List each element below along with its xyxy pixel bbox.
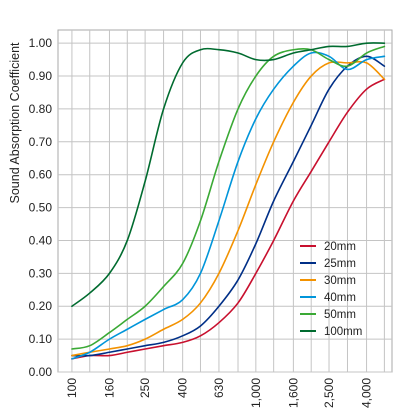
x-tick-label: 4,000 [360,378,374,408]
x-tick-label: 250 [138,378,152,398]
x-tick-label: 630 [212,378,226,398]
y-tick-label: 0.40 [29,233,53,247]
series-lines [71,42,386,360]
grid [57,29,393,373]
series-line-20mm [71,78,386,360]
x-tick-label: 400 [176,378,190,398]
y-tick-label: 0.90 [29,69,53,83]
series-line-50mm [71,45,386,350]
legend-label: 100mm [324,326,362,338]
y-tick-label: 0.20 [29,299,53,313]
x-tick-label: 1,600 [286,378,300,408]
legend-label: 20mm [324,241,356,253]
y-tick-label: 0.50 [29,201,53,215]
series-line-25mm [71,55,386,357]
x-tick-label: 160 [102,378,116,398]
axis-ticks: 0.00 0.10 0.20 0.30 0.40 0.50 0.60 0.70 0.80 0.90… [29,36,374,408]
x-tick-label: 1,000 [249,378,263,408]
y-tick-label: 0.00 [29,365,53,379]
series-line-30mm [71,60,386,357]
y-tick-label: 1.00 [29,36,53,50]
series-line-40mm [71,51,386,360]
legend-label: 30mm [324,275,356,287]
y-tick-label: 0.30 [29,266,53,280]
x-tick-label: 2,500 [322,378,336,408]
legend-label: 40mm [324,292,356,304]
y-tick-label: 0.10 [29,332,53,346]
legend-label: 50mm [324,309,356,321]
y-axis-label: Sound Absorption Coefficient [8,42,22,204]
series-line-100mm [71,42,386,308]
y-tick-label: 0.70 [29,135,53,149]
y-tick-label: 0.80 [29,102,53,116]
legend: 20mm 25mm 30mm 40mm 50mm 100mm [300,241,362,338]
x-tick-label: 100 [65,378,79,398]
legend-label: 25mm [324,258,356,270]
y-tick-label: 0.60 [29,168,53,182]
